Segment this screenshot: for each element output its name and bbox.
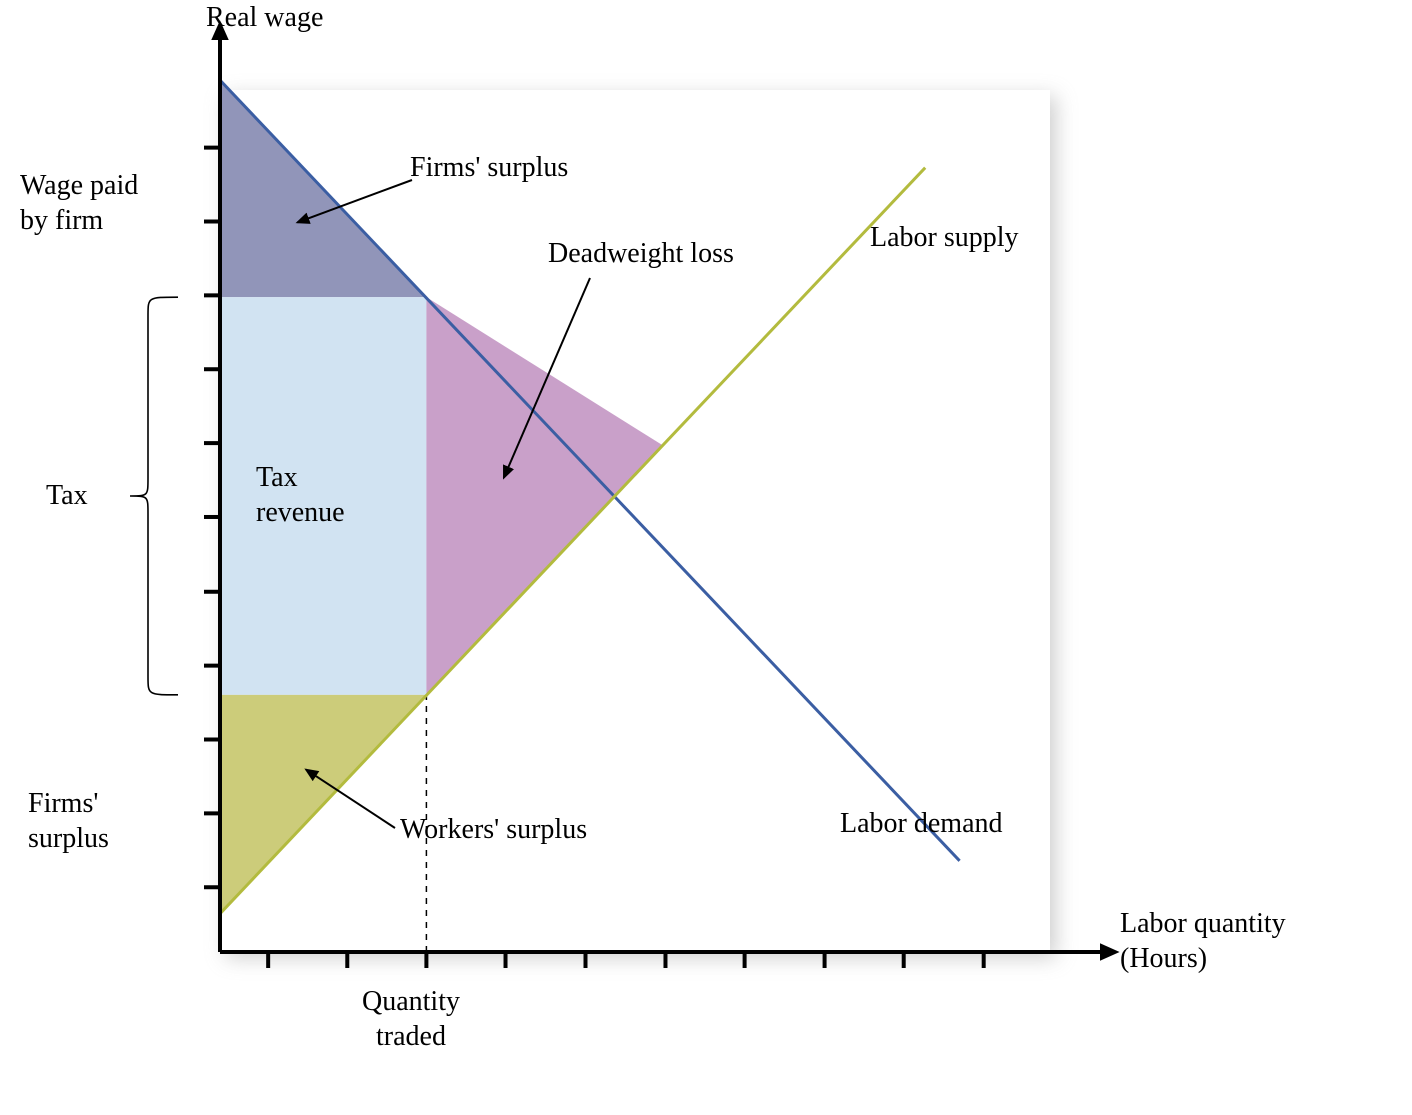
label-wage-paid-by-firm: Wage paid by firm bbox=[20, 168, 138, 238]
y-axis-title: Real wage bbox=[206, 0, 323, 35]
label-firms-surplus-callout: Firms' surplus bbox=[410, 150, 568, 185]
label-labor-supply: Labor supply bbox=[870, 220, 1019, 255]
label-labor-demand: Labor demand bbox=[840, 806, 1003, 841]
label-deadweight-callout: Deadweight loss bbox=[548, 236, 734, 271]
label-tax-revenue: Tax revenue bbox=[256, 460, 345, 530]
x-axis-title: Labor quantity (Hours) bbox=[1120, 906, 1286, 976]
chart-container: Real wage Wage paid by firm Tax Firms' s… bbox=[0, 0, 1412, 1115]
x-tick-label-quantity-traded: Quantity traded bbox=[362, 984, 460, 1054]
label-firms-surplus-left: Firms' surplus bbox=[28, 786, 109, 856]
label-tax-bracket: Tax bbox=[46, 478, 88, 513]
label-workers-surplus-callout: Workers' surplus bbox=[400, 812, 587, 847]
